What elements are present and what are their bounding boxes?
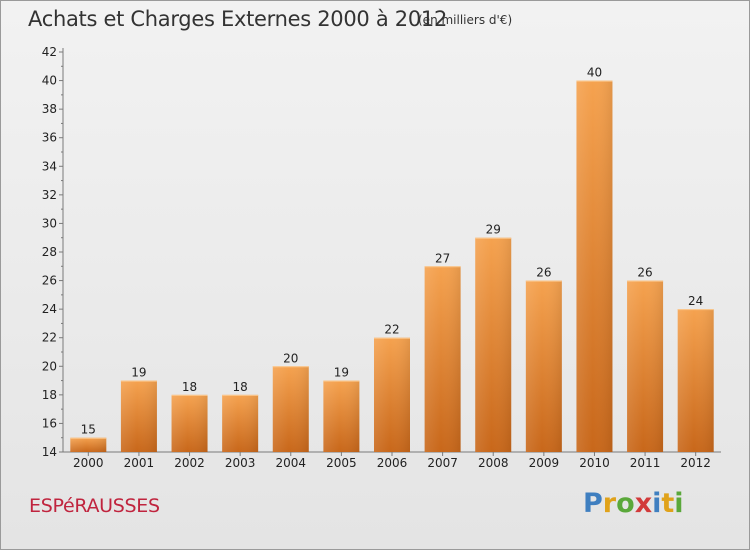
bar-value-label: 19 bbox=[131, 366, 146, 380]
x-tick-label: 2003 bbox=[225, 456, 256, 470]
y-tick-label: 18 bbox=[42, 388, 57, 402]
y-tick-label: 34 bbox=[42, 159, 57, 173]
x-tick-label: 2010 bbox=[579, 456, 610, 470]
bar-value-label: 15 bbox=[81, 423, 96, 437]
y-tick-label: 42 bbox=[42, 45, 57, 59]
x-tick-label: 2005 bbox=[326, 456, 357, 470]
bar-shade bbox=[171, 394, 208, 452]
x-tick-label: 2012 bbox=[680, 456, 711, 470]
bar-value-label: 18 bbox=[182, 380, 197, 394]
y-tick-label: 14 bbox=[42, 445, 57, 459]
y-tick-label: 22 bbox=[42, 331, 57, 345]
y-tick-label: 20 bbox=[42, 359, 57, 373]
bar-value-label: 20 bbox=[283, 351, 298, 365]
proxiti-logo-letter: i bbox=[652, 488, 662, 519]
bar-value-label: 26 bbox=[637, 266, 652, 280]
x-tick-label: 2000 bbox=[73, 456, 104, 470]
bar-value-label: 27 bbox=[435, 251, 450, 265]
x-tick-label: 2002 bbox=[174, 456, 205, 470]
bar-shade bbox=[576, 80, 613, 453]
x-tick-label: 2007 bbox=[427, 456, 458, 470]
chart-title: Achats et Charges Externes 2000 à 2012 bbox=[28, 7, 448, 31]
y-tick-label: 40 bbox=[42, 74, 57, 88]
y-tick-label: 38 bbox=[42, 102, 57, 116]
bar-value-label: 22 bbox=[384, 323, 399, 337]
chart-subtitle: (en milliers d'€) bbox=[418, 13, 513, 27]
y-tick-label: 24 bbox=[42, 302, 57, 316]
x-tick-label: 2001 bbox=[124, 456, 155, 470]
y-tick-label: 16 bbox=[42, 416, 57, 430]
proxiti-logo-letter: i bbox=[674, 488, 684, 519]
bar-shade bbox=[677, 309, 714, 452]
x-tick-label: 2006 bbox=[377, 456, 408, 470]
y-tick-label: 32 bbox=[42, 188, 57, 202]
bar-shade bbox=[475, 237, 512, 452]
bar-value-label: 29 bbox=[486, 223, 501, 237]
commune-name: ESPéRAUSSES bbox=[29, 495, 160, 517]
bar-shade bbox=[627, 280, 664, 452]
y-tick-label: 26 bbox=[42, 274, 57, 288]
bar-shade bbox=[525, 280, 562, 452]
x-tick-label: 2004 bbox=[275, 456, 306, 470]
proxiti-logo-letter: r bbox=[602, 488, 617, 519]
bar-shade bbox=[323, 380, 360, 452]
x-tick-label: 2008 bbox=[478, 456, 509, 470]
y-tick-label: 30 bbox=[42, 216, 57, 230]
bar-value-label: 24 bbox=[688, 294, 703, 308]
chart-axes: 14 16 18 20 22 24 26 28 30 32 34 36 38 40 42 2000 2001 20… bbox=[42, 45, 721, 470]
chart-bars bbox=[70, 80, 714, 453]
bar-value-label: 40 bbox=[587, 66, 602, 80]
proxiti-logo: Proxiti bbox=[583, 488, 684, 519]
bar-shade bbox=[272, 366, 309, 452]
x-tick-label: 2011 bbox=[630, 456, 661, 470]
proxiti-logo-letter: P bbox=[583, 488, 603, 519]
proxiti-logo-letter: t bbox=[661, 488, 675, 519]
bar-shade bbox=[222, 394, 259, 452]
bar-value-label: 19 bbox=[334, 366, 349, 380]
chart-labels: 15 19 18 18 20 19 22 27 29 26 40 26 24 bbox=[81, 66, 704, 437]
bar-shade bbox=[424, 266, 461, 452]
bar-shade bbox=[374, 337, 410, 452]
bar-shade bbox=[120, 380, 157, 452]
bar-value-label: 26 bbox=[536, 266, 551, 280]
y-tick-label: 28 bbox=[42, 245, 57, 259]
x-tick-label: 2009 bbox=[529, 456, 560, 470]
bar-shade bbox=[70, 437, 107, 452]
proxiti-logo-letter: o bbox=[616, 488, 635, 519]
proxiti-logo-letter: x bbox=[634, 488, 653, 519]
bar-value-label: 18 bbox=[233, 380, 248, 394]
y-tick-label: 36 bbox=[42, 131, 57, 145]
